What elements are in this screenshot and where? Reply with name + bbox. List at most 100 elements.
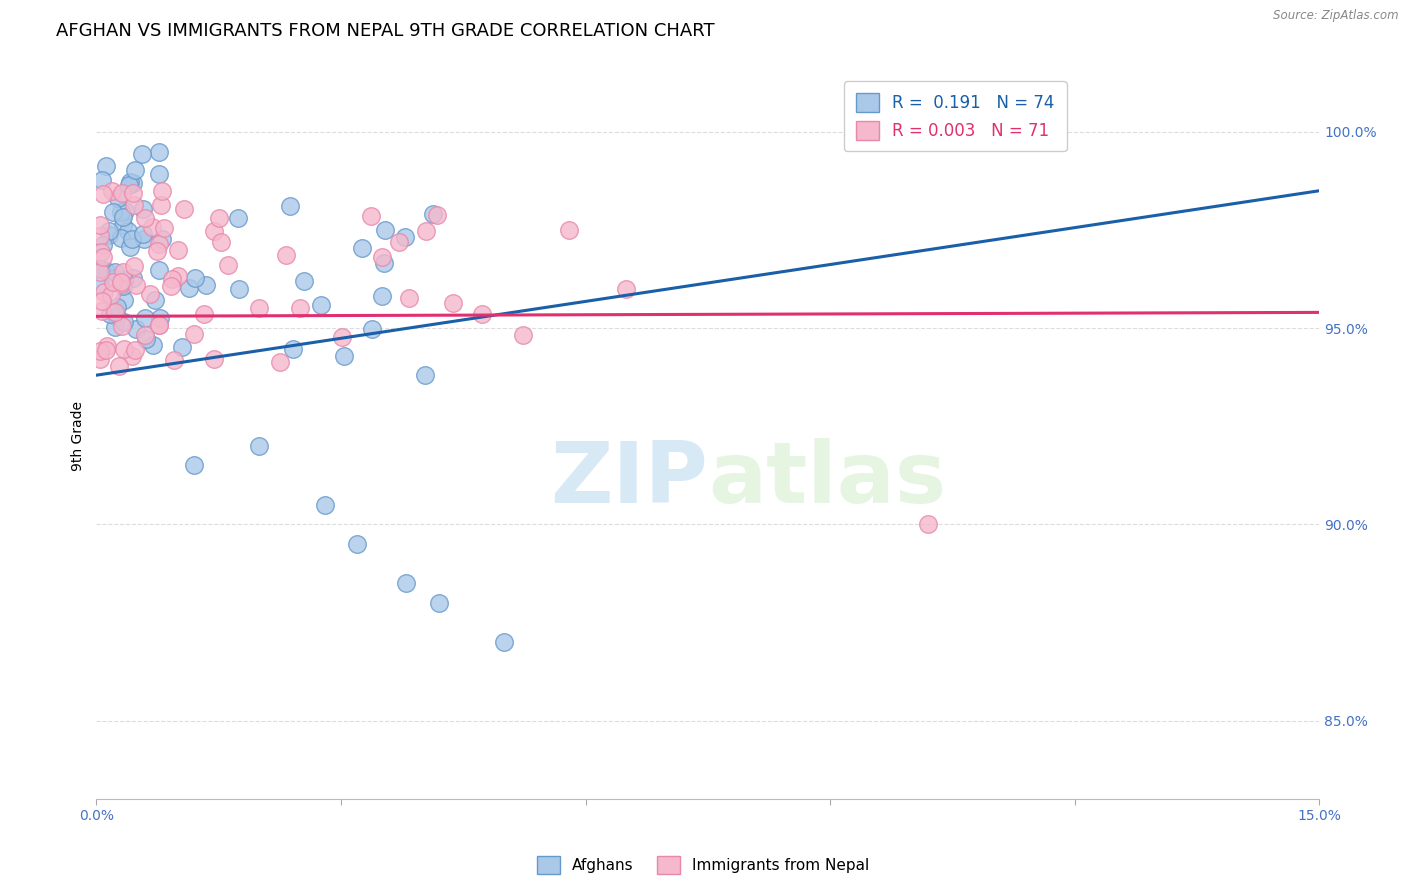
Point (415, 224, 437, 238)
Point (93, 285, 115, 299)
Point (114, 204, 136, 219)
Point (96, 264, 118, 278)
Point (360, 322, 382, 336)
Point (112, 342, 135, 356)
Point (124, 278, 146, 293)
Point (110, 231, 132, 245)
Point (100, 307, 122, 321)
Point (249, 439, 271, 453)
Point (148, 318, 170, 333)
Point (208, 211, 231, 226)
Point (94, 159, 117, 173)
Point (135, 332, 157, 346)
Point (167, 243, 190, 257)
Point (426, 209, 449, 223)
Point (132, 227, 155, 242)
Point (131, 146, 153, 161)
Point (427, 596, 450, 610)
Point (371, 289, 394, 303)
Point (121, 232, 143, 246)
Point (167, 268, 190, 283)
Point (90, 244, 112, 259)
Legend: Afghans, Immigrants from Nepal: Afghans, Immigrants from Nepal (531, 850, 875, 880)
Point (150, 184, 173, 198)
Point (512, 327, 534, 342)
Point (413, 368, 436, 382)
Point (89, 265, 111, 279)
Point (89, 344, 111, 359)
Point (141, 220, 163, 235)
Point (112, 293, 135, 308)
Point (104, 305, 127, 319)
Point (387, 235, 409, 249)
Point (117, 224, 139, 238)
Point (96, 339, 118, 353)
Point (112, 273, 135, 287)
Point (90, 303, 112, 318)
Point (120, 175, 142, 189)
Point (441, 296, 464, 310)
Point (98, 224, 121, 238)
Point (274, 248, 297, 262)
Point (104, 271, 127, 285)
Point (330, 330, 353, 344)
Point (332, 349, 354, 363)
Point (105, 310, 128, 324)
Point (121, 349, 143, 363)
Point (209, 235, 232, 249)
Point (374, 222, 396, 236)
Point (111, 278, 134, 293)
Point (108, 359, 131, 374)
Point (149, 310, 172, 325)
Point (139, 286, 162, 301)
Point (110, 277, 132, 291)
Point (150, 198, 173, 212)
Point (269, 354, 291, 368)
Point (103, 205, 125, 219)
Point (153, 221, 176, 235)
Point (249, 301, 271, 316)
Point (228, 282, 250, 296)
Legend: R =  0.191   N = 74, R = 0.003   N = 71: R = 0.191 N = 74, R = 0.003 N = 71 (844, 81, 1067, 152)
Point (162, 352, 184, 367)
Point (422, 206, 444, 220)
Point (395, 576, 418, 591)
Point (112, 210, 135, 224)
Point (97, 228, 120, 243)
Point (134, 328, 156, 343)
Point (314, 498, 336, 512)
Text: atlas: atlas (707, 438, 946, 521)
Point (494, 635, 516, 649)
Point (122, 198, 145, 212)
Text: AFGHAN VS IMMIGRANTS FROM NEPAL 9TH GRADE CORRELATION CHART: AFGHAN VS IMMIGRANTS FROM NEPAL 9TH GRAD… (56, 22, 714, 40)
Point (217, 258, 239, 272)
Point (124, 322, 146, 336)
Point (202, 224, 225, 238)
Point (371, 251, 394, 265)
Point (177, 281, 200, 295)
Point (111, 318, 134, 333)
Point (111, 186, 134, 200)
Point (122, 186, 145, 200)
Point (398, 291, 420, 305)
Text: ZIP: ZIP (550, 438, 707, 521)
Point (117, 178, 139, 192)
Point (89, 278, 111, 293)
Point (183, 458, 205, 473)
Point (104, 320, 127, 334)
Text: Source: ZipAtlas.com: Source: ZipAtlas.com (1274, 9, 1399, 22)
Point (150, 232, 173, 246)
Point (134, 311, 156, 326)
Point (148, 318, 170, 332)
Point (183, 327, 205, 342)
Point (173, 202, 195, 217)
Point (96, 343, 118, 358)
Point (118, 240, 141, 254)
Y-axis label: 9th Grade: 9th Grade (72, 401, 86, 471)
Point (101, 302, 124, 317)
Point (91, 238, 114, 252)
Point (124, 343, 146, 358)
Point (91, 187, 114, 202)
Point (90, 262, 112, 277)
Point (101, 276, 124, 290)
